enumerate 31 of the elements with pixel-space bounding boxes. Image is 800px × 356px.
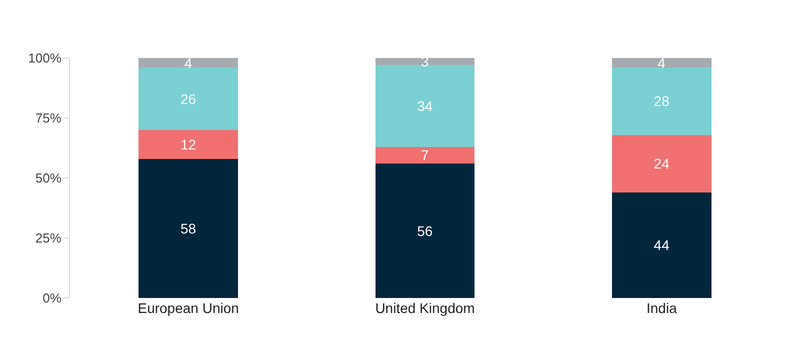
- bar: [612, 134, 712, 192]
- data-label: 7: [421, 147, 429, 164]
- data-label: 58: [180, 220, 196, 236]
- y-tick-label: 0%: [42, 290, 62, 306]
- bar: [375, 146, 475, 164]
- data-label: 4: [658, 54, 666, 71]
- bar: [138, 130, 238, 159]
- bar: [375, 65, 475, 147]
- data-label: 34: [417, 98, 433, 114]
- y-tick-label: 75%: [35, 110, 62, 126]
- bar: [612, 192, 712, 298]
- data-label: 24: [654, 156, 670, 172]
- x-tick-label: India: [646, 300, 678, 316]
- x-tick-label: United Kingdom: [375, 300, 475, 316]
- bar: [375, 58, 475, 66]
- bar: [138, 58, 238, 68]
- y-tick-label: 25%: [35, 230, 62, 246]
- y-tick-label: 100%: [28, 50, 62, 66]
- bar: [138, 68, 238, 130]
- bar: [375, 164, 475, 298]
- data-label: 12: [180, 136, 196, 152]
- data-label: 26: [180, 90, 196, 107]
- x-tick-label: European Union: [138, 300, 239, 316]
- bar: [138, 158, 238, 298]
- data-label: 44: [654, 237, 670, 254]
- y-tick-label: 50%: [35, 170, 62, 186]
- bar: [612, 68, 712, 135]
- data-label: 4: [184, 54, 192, 71]
- data-label: 56: [417, 222, 433, 239]
- data-label: 28: [654, 93, 670, 110]
- bar: [612, 58, 712, 68]
